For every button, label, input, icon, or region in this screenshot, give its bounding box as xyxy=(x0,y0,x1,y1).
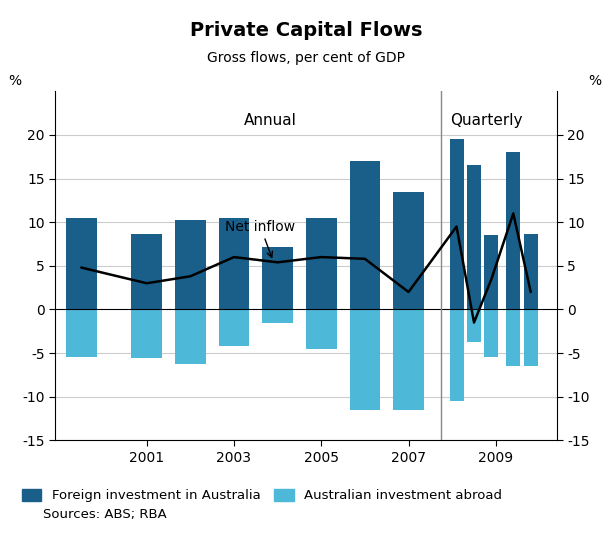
Bar xyxy=(394,309,424,410)
Bar xyxy=(450,309,463,401)
Bar xyxy=(132,309,162,358)
Bar xyxy=(450,139,463,309)
Text: Net inflow: Net inflow xyxy=(225,220,296,257)
Bar xyxy=(349,309,380,410)
Bar xyxy=(175,309,206,365)
Text: Annual: Annual xyxy=(244,113,296,128)
Bar xyxy=(306,309,337,349)
Text: %: % xyxy=(588,74,601,88)
Text: Quarterly: Quarterly xyxy=(450,113,522,128)
Text: %: % xyxy=(9,74,21,88)
Bar xyxy=(394,192,424,309)
Bar xyxy=(175,220,206,309)
Bar xyxy=(467,309,481,342)
Bar xyxy=(218,309,249,346)
Bar xyxy=(132,234,162,309)
Text: Gross flows, per cent of GDP: Gross flows, per cent of GDP xyxy=(207,51,405,65)
Bar xyxy=(506,153,520,309)
Bar xyxy=(524,309,538,366)
Bar xyxy=(218,218,249,309)
Text: Sources: ABS; RBA: Sources: ABS; RBA xyxy=(43,508,166,521)
Bar xyxy=(349,161,380,309)
Text: Private Capital Flows: Private Capital Flows xyxy=(190,21,422,40)
Bar xyxy=(66,309,97,358)
Bar xyxy=(306,218,337,309)
Bar xyxy=(263,246,293,309)
Bar xyxy=(485,309,498,358)
Bar xyxy=(485,235,498,309)
Bar xyxy=(506,309,520,366)
Legend: Foreign investment in Australia, Australian investment abroad: Foreign investment in Australia, Austral… xyxy=(21,489,502,502)
Bar xyxy=(467,165,481,309)
Bar xyxy=(524,234,538,309)
Bar xyxy=(66,218,97,309)
Bar xyxy=(263,309,293,323)
